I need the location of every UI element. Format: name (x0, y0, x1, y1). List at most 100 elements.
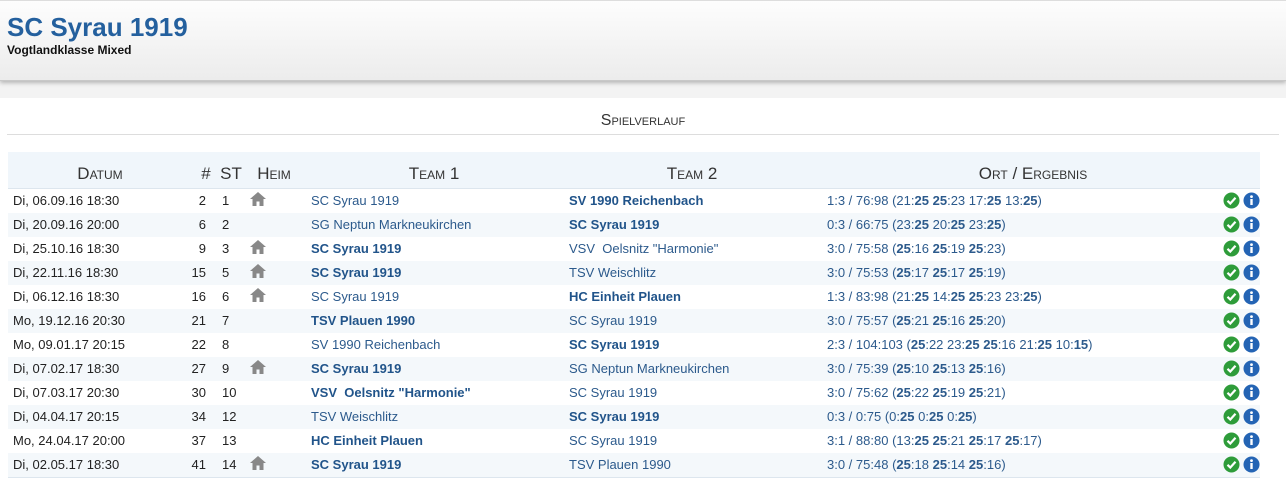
result: 3:1 / 88:80 (13:25 25:21 25:17 25:17) (827, 433, 1042, 448)
result: 1:3 / 83:98 (21:25 14:25 25:23 23:25) (827, 289, 1042, 304)
team2: SG Neptun Markneukirchen (569, 361, 730, 376)
game-number: 16 (191, 289, 206, 304)
check-icon[interactable] (1223, 216, 1240, 238)
team2: HC Einheit Plauen (569, 289, 681, 304)
team2: SC Syrau 1919 (569, 385, 658, 400)
matchday: 5 (222, 265, 230, 280)
date-cell: Mo, 19.12.16 20:30 (13, 313, 126, 328)
check-icon[interactable] (1223, 288, 1240, 310)
home-icon (249, 287, 267, 308)
team2: TSV Weischlitz (569, 265, 657, 280)
info-icon[interactable] (1243, 240, 1260, 262)
team1: SG Neptun Markneukirchen (311, 217, 472, 232)
info-icon[interactable] (1243, 216, 1260, 238)
column-header: Heim (257, 164, 291, 183)
info-icon[interactable] (1243, 360, 1260, 382)
team2: VSV Oelsnitz "Harmonie" (569, 241, 719, 256)
check-icon[interactable] (1223, 264, 1240, 286)
team1: SC Syrau 1919 (311, 193, 400, 208)
table-row (8, 237, 1260, 261)
team2: SC Syrau 1919 (569, 313, 658, 328)
result: 3:0 / 75:39 (25:10 25:13 25:16) (827, 361, 1006, 376)
table-row (8, 333, 1260, 357)
table-row (8, 285, 1260, 309)
page-title: SC Syrau 1919 (7, 12, 188, 42)
table-header-bg (8, 152, 1260, 189)
date-cell: Di, 02.05.17 18:30 (13, 457, 120, 472)
result: 3:0 / 75:53 (25:17 25:17 25:19) (827, 265, 1006, 280)
date-cell: Di, 25.10.16 18:30 (13, 241, 120, 256)
date-cell: Mo, 09.01.17 20:15 (13, 337, 126, 352)
team1: TSV Plauen 1990 (311, 313, 416, 328)
matchday: 6 (222, 289, 230, 304)
info-icon[interactable] (1243, 336, 1260, 358)
matchday: 13 (222, 433, 237, 448)
table-row (8, 189, 1260, 213)
check-icon[interactable] (1223, 456, 1240, 478)
column-header: Team 1 (408, 164, 460, 183)
team1: HC Einheit Plauen (311, 433, 423, 448)
info-icon[interactable] (1243, 456, 1260, 478)
team2: TSV Plauen 1990 (569, 457, 671, 472)
home-icon (249, 239, 267, 260)
team1: VSV Oelsnitz "Harmonie" (311, 385, 471, 400)
check-icon[interactable] (1223, 384, 1240, 406)
section-rule (7, 134, 1279, 135)
result: 2:3 / 104:103 (25:22 23:25 25:16 21:25 1… (827, 337, 1093, 352)
game-number: 27 (191, 361, 206, 376)
check-icon[interactable] (1223, 432, 1240, 454)
check-icon[interactable] (1223, 408, 1240, 430)
check-icon[interactable] (1223, 360, 1240, 382)
section-title: Spielverlauf (600, 112, 686, 129)
result: 1:3 / 76:98 (21:25 25:23 17:25 13:25) (827, 193, 1042, 208)
result: 3:0 / 75:48 (25:18 25:14 25:16) (827, 457, 1006, 472)
table-row (8, 357, 1260, 381)
table-row (8, 405, 1260, 429)
matchday: 1 (222, 193, 230, 208)
info-icon[interactable] (1243, 288, 1260, 310)
matchday: 7 (222, 313, 230, 328)
matchday: 2 (222, 217, 230, 232)
check-icon[interactable] (1223, 240, 1240, 262)
team2: SC Syrau 1919 (569, 337, 660, 352)
info-icon[interactable] (1243, 192, 1260, 214)
date-cell: Di, 22.11.16 18:30 (13, 265, 119, 280)
date-cell: Di, 04.04.17 20:15 (13, 409, 120, 424)
check-icon[interactable] (1223, 336, 1240, 358)
date-cell: Di, 20.09.16 20:00 (13, 217, 120, 232)
info-icon[interactable] (1243, 432, 1260, 454)
result: 3:0 / 75:62 (25:22 25:19 25:21) (827, 385, 1006, 400)
table-row (8, 309, 1260, 333)
table-row (8, 381, 1260, 405)
game-number: 15 (191, 265, 206, 280)
team1: TSV Weischlitz (311, 409, 399, 424)
column-header: ST (220, 164, 242, 183)
team1: SC Syrau 1919 (311, 241, 402, 256)
column-header: Ort / Ergebnis (978, 164, 1088, 183)
team2: SC Syrau 1919 (569, 217, 660, 232)
info-icon[interactable] (1243, 312, 1260, 334)
info-icon[interactable] (1243, 408, 1260, 430)
team1: SV 1990 Reichenbach (311, 337, 441, 352)
team1: SC Syrau 1919 (311, 361, 402, 376)
date-cell: Mo, 24.04.17 20:00 (13, 433, 126, 448)
result: 3:0 / 75:57 (25:21 25:16 25:20) (827, 313, 1006, 328)
matchday: 8 (222, 337, 230, 352)
table-row (8, 261, 1260, 285)
result: 0:3 / 66:75 (23:25 20:25 23:25) (827, 217, 1006, 232)
header-bar (0, 0, 1286, 81)
table-bottom-rule (8, 477, 1260, 478)
game-number: 21 (191, 313, 206, 328)
team2: SV 1990 Reichenbach (569, 193, 704, 208)
check-icon[interactable] (1223, 312, 1240, 334)
info-icon[interactable] (1243, 384, 1260, 406)
game-number: 30 (191, 385, 206, 400)
game-number: 22 (191, 337, 206, 352)
game-number: 9 (198, 241, 206, 256)
team1: SC Syrau 1919 (311, 289, 400, 304)
game-number: 41 (191, 457, 206, 472)
check-icon[interactable] (1223, 192, 1240, 214)
team1: SC Syrau 1919 (311, 457, 402, 472)
info-icon[interactable] (1243, 264, 1260, 286)
